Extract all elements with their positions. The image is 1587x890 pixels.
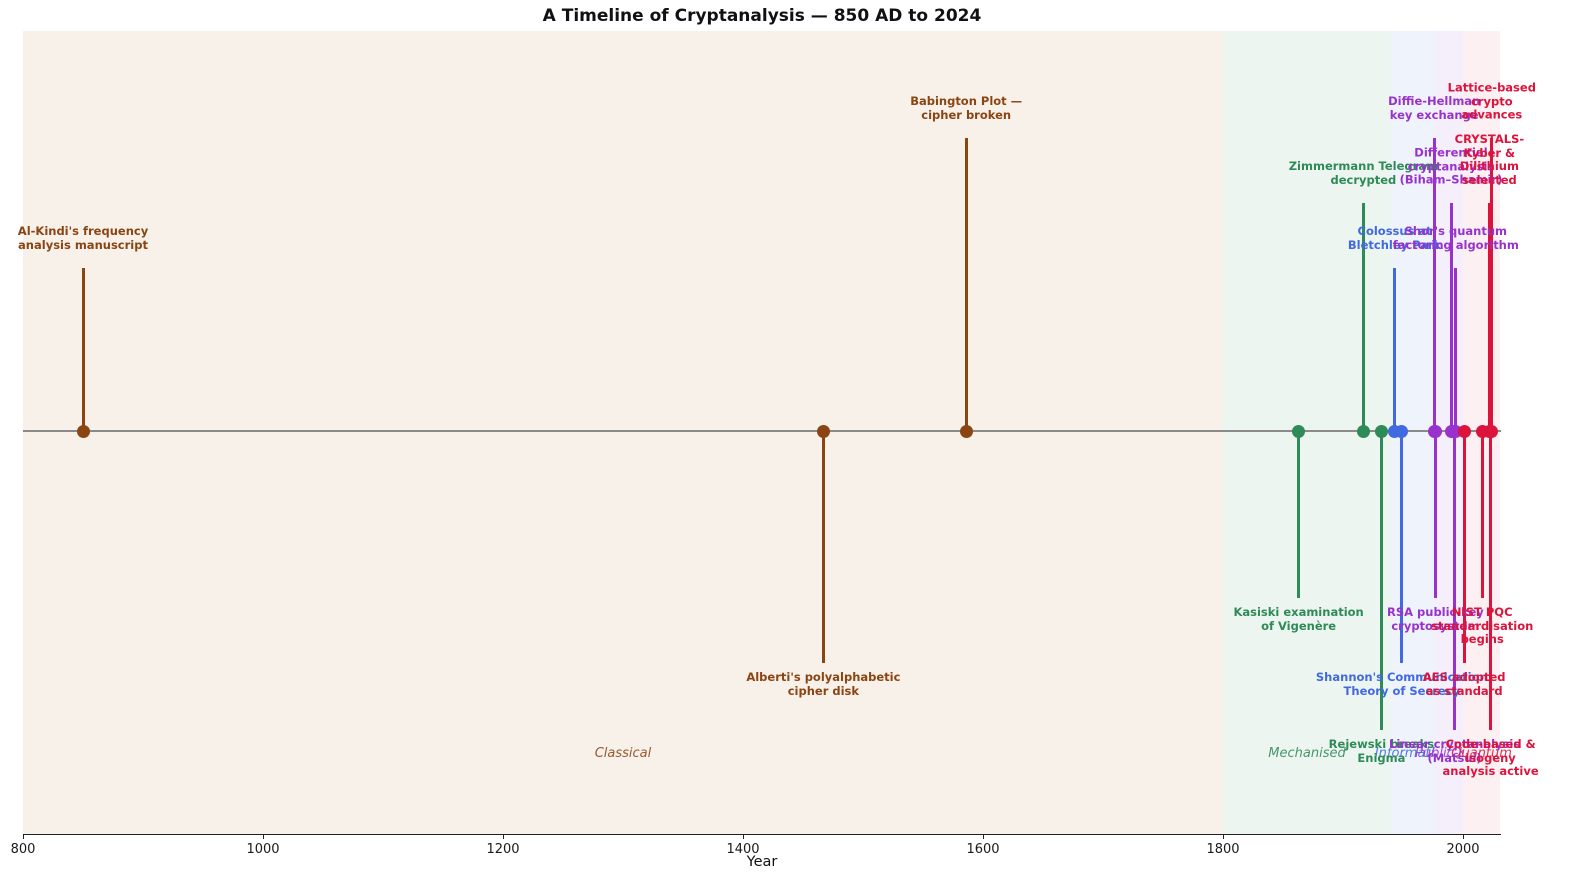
event-stem-2024 (1490, 138, 1494, 431)
event-label-1467: Alberti's polyalphabetic cipher disk (746, 670, 901, 698)
event-label-2024: Lattice-based crypto advances (1447, 80, 1536, 122)
event-stem-1976 (1432, 138, 1436, 431)
chart-title: A Timeline of Cryptanalysis — 850 AD to … (542, 6, 982, 26)
event-stem-1917 (1361, 203, 1365, 431)
event-stem-1863 (1297, 431, 1301, 598)
event-label-1993: Linear cryptanalysis (Matsui) (1389, 737, 1521, 765)
x-axis-tick-2000 (1463, 834, 1464, 839)
x-axis-tick-1000 (263, 834, 264, 839)
event-stem-1943 (1393, 268, 1397, 431)
event-stem-1994 (1454, 268, 1458, 431)
x-axis-tick-1600 (983, 834, 984, 839)
event-dot-1932 (1374, 424, 1388, 438)
event-label-1917: Zimmermann Telegram decrypted (1288, 158, 1439, 187)
x-axis-tick-800 (23, 834, 24, 839)
event-label-850: Al-Kindi's frequency analysis manuscript (17, 223, 149, 252)
x-axis-ticklabel-1600: 1600 (966, 842, 1000, 857)
x-axis-ticklabel-1200: 1200 (486, 842, 520, 857)
x-axis-tick-1200 (503, 834, 504, 839)
era-label-information: Information (1374, 746, 1451, 761)
event-stem-1977 (1433, 431, 1437, 598)
timeline-baseline (23, 430, 1501, 432)
event-stem-1993 (1453, 431, 1457, 730)
event-label-2016: NIST PQC standardisation begins (1431, 605, 1534, 647)
event-label-1863: Kasiski examination of Vigenère (1233, 605, 1364, 633)
event-label-1586: Babington Plot — cipher broken (910, 93, 1023, 122)
event-label-1990: Differential cryptanalysis (Biham–Shamir… (1399, 145, 1503, 187)
event-stem-2016 (1480, 431, 1484, 598)
event-label-1932: Rejewski breaks Enigma (1328, 737, 1435, 765)
event-stem-1467 (821, 431, 825, 663)
event-label-2023: Code-based & isogeny analysis active (1442, 737, 1539, 779)
event-label-1949: Shannon's Communication Theory of Secrec… (1315, 670, 1488, 698)
event-stem-850 (81, 268, 85, 431)
event-label-1976: Diffie-Hellman key exchange (1388, 93, 1481, 122)
event-dot-2001 (1457, 424, 1471, 438)
event-dot-1863 (1292, 424, 1306, 438)
event-stem-1932 (1379, 431, 1383, 730)
x-axis-tick-1400 (743, 834, 744, 839)
event-stem-1949 (1400, 431, 1404, 663)
era-label-mechanised: Mechanised (1268, 746, 1346, 761)
event-dot-1977 (1428, 424, 1442, 438)
x-axis-ticklabel-800: 800 (10, 842, 36, 857)
event-dot-1917 (1356, 424, 1370, 438)
event-label-2001: AES adopted as standard (1422, 670, 1506, 698)
x-axis-ticklabel-1400: 1400 (726, 842, 760, 857)
event-stem-1990 (1449, 203, 1453, 431)
x-axis-tick-1800 (1223, 834, 1224, 839)
event-label-1977: RSA public-key cryptosystem (1386, 605, 1484, 633)
era-label-quantum: Quantum (1451, 746, 1512, 761)
era-band-classical (23, 31, 1223, 834)
x-axis-ticklabel-2000: 2000 (1446, 842, 1480, 857)
event-label-1943: Colossus at Bletchley Park (1347, 223, 1442, 252)
event-stem-2022 (1487, 203, 1491, 431)
event-dot-1467 (816, 424, 830, 438)
event-dot-1949 (1395, 424, 1409, 438)
x-axis-spine (23, 834, 1501, 835)
event-dot-1586 (959, 424, 973, 438)
event-stem-1586 (964, 138, 968, 431)
era-label-classical: Classical (594, 746, 652, 761)
event-dot-2024 (1485, 424, 1499, 438)
x-axis-label: Year (746, 854, 778, 870)
event-dot-850 (76, 424, 90, 438)
event-label-1994: Shor's quantum factoring algorithm (1392, 223, 1519, 252)
x-axis-ticklabel-1800: 1800 (1206, 842, 1240, 857)
event-stem-2023 (1489, 431, 1493, 730)
event-label-2022: CRYSTALS-Kyber & Dilithium selected (1454, 131, 1525, 187)
x-axis-ticklabel-1000: 1000 (246, 842, 280, 857)
event-stem-2001 (1462, 431, 1466, 663)
